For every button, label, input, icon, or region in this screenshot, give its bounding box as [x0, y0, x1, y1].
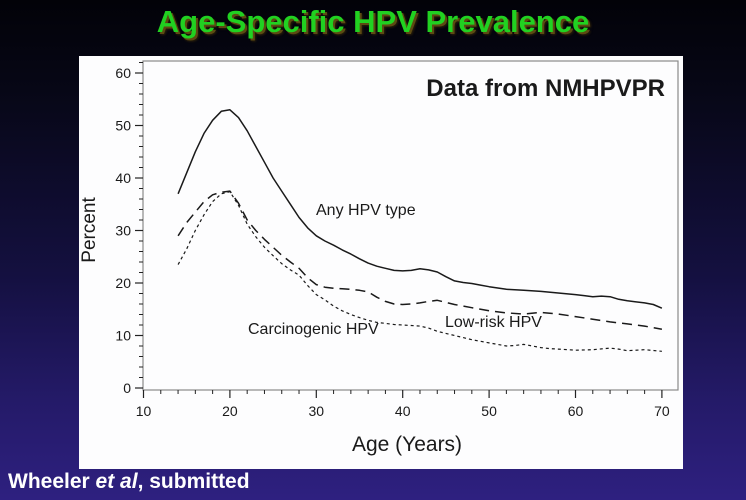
- low-risk-curve-label: Low-risk HPV: [445, 314, 542, 331]
- y-tick-label: 20: [115, 275, 131, 291]
- chart-annotation: Data from NMHPVPR: [426, 75, 665, 102]
- chart-frame-group: [142, 60, 679, 391]
- x-tick-label: 40: [395, 403, 411, 419]
- x-tick-label: 30: [309, 403, 325, 419]
- any-hpv-curve-label: Any HPV type: [316, 202, 416, 219]
- chart-svg: 10 20 30 40 50 60 70 0 10 20 30 40 50 60 Data from NM…: [79, 60, 679, 456]
- citation-etal: et al: [95, 470, 138, 493]
- y-tick-label: 50: [115, 118, 131, 134]
- slide-title: Age-Specific HPV Prevalence: [156, 4, 590, 39]
- x-tick-label: 70: [654, 403, 670, 419]
- x-tick-label: 20: [222, 403, 238, 419]
- chart-curves-group: [177, 109, 663, 352]
- x-tick-label: 50: [481, 403, 497, 419]
- low-risk-hpv-curve: [177, 190, 663, 330]
- y-tick-label: 40: [115, 170, 131, 186]
- citation-author: Wheeler: [8, 470, 96, 493]
- y-axis-title: Percent: [79, 197, 100, 263]
- citation: Wheeler et al, submitted: [8, 470, 250, 494]
- y-tick-label: 30: [115, 223, 131, 239]
- chart-ticks-group: 10 20 30 40 50 60 70 0 10 20 30 40 50 60: [115, 62, 670, 419]
- plot-frame: [142, 60, 679, 391]
- x-axis-title: Age (Years): [352, 433, 462, 456]
- x-tick-label: 60: [568, 403, 584, 419]
- carcinogenic-curve-label: Carcinogenic HPV: [248, 321, 379, 338]
- chart-panel: 10 20 30 40 50 60 70 0 10 20 30 40 50 60 Data from NM…: [79, 56, 683, 469]
- citation-suffix: , submitted: [137, 470, 250, 493]
- y-tick-label: 60: [115, 65, 131, 81]
- y-tick-label: 10: [115, 328, 131, 344]
- x-tick-label: 10: [136, 403, 152, 419]
- any-hpv-type-curve: [177, 109, 663, 309]
- y-tick-label: 0: [123, 380, 131, 396]
